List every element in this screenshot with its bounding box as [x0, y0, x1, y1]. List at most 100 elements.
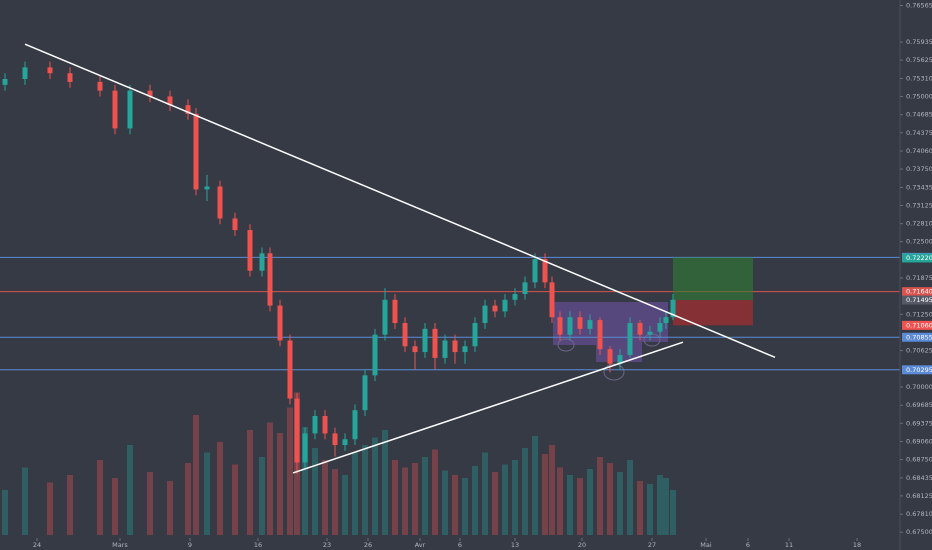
candle-body: [112, 90, 118, 129]
candle-body: [372, 334, 378, 376]
volume-bar: [2, 490, 8, 535]
volume-bar: [147, 472, 153, 535]
y-tick-label: 0.71875: [906, 274, 932, 282]
y-tick-label: 0.74375: [906, 129, 932, 137]
x-tick-label: 6: [458, 541, 462, 549]
volume-bar: [442, 470, 448, 535]
candle-body: [442, 340, 448, 358]
price-tag-box: [902, 332, 932, 342]
volume-bar: [277, 433, 283, 535]
volume-bar: [607, 463, 613, 535]
price-tag: 0.70855: [902, 332, 932, 342]
candle-body: [412, 346, 418, 353]
price-tag-box: [902, 295, 932, 305]
x-tick-label: 11: [785, 541, 793, 549]
x-tick-label: 27: [648, 541, 656, 549]
y-tick-label: 0.69375: [906, 419, 932, 427]
candle-body: [67, 73, 73, 82]
volume-bar: [312, 448, 318, 535]
candle-body: [193, 113, 199, 190]
price-tag: 0.72220: [902, 253, 932, 263]
volume-bar: [112, 478, 118, 535]
price-tag-box: [902, 365, 932, 375]
candle-body: [217, 186, 223, 219]
price-tag-label: 0.70855: [906, 333, 932, 341]
candle-body: [462, 346, 468, 353]
y-tick-label: 0.73750: [906, 165, 932, 173]
candle-body: [294, 398, 300, 463]
volume-bar: [617, 472, 623, 535]
volume-bar: [532, 436, 538, 535]
volume-bar: [577, 478, 583, 535]
volume-bar: [127, 445, 133, 535]
x-tick-label: 26: [364, 541, 372, 549]
volume-bar: [22, 467, 28, 535]
volume-bar: [47, 482, 53, 535]
candle-body: [452, 340, 458, 353]
volume-bar: [452, 475, 458, 535]
candle-body: [342, 439, 348, 446]
volume-bar: [67, 475, 73, 535]
volume-bar: [342, 475, 348, 535]
y-tick-label: 0.74685: [906, 111, 932, 119]
candle-body: [259, 253, 265, 271]
candle-body: [657, 323, 663, 332]
x-tick-label: Avr: [415, 541, 426, 549]
candle-body: [97, 81, 103, 91]
candle-body: [532, 259, 538, 283]
price-tag-label: 0.71495: [906, 296, 932, 304]
price-tag-label: 0.70295: [906, 366, 932, 374]
volume-bar: [422, 457, 428, 535]
volume-bar: [512, 460, 518, 535]
volume-bar: [362, 445, 368, 535]
volume-bar: [352, 452, 358, 535]
candle-body: [607, 349, 613, 364]
candle-body: [382, 299, 388, 335]
candle-body: [147, 90, 153, 97]
x-tick-label: 9: [188, 541, 192, 549]
candle-body: [502, 299, 508, 312]
volume-bar: [232, 464, 238, 535]
y-tick-label: 0.68435: [906, 474, 932, 482]
candle-body: [637, 323, 643, 335]
volume-bar: [567, 475, 573, 535]
price-tag-label: 0.71060: [906, 321, 932, 329]
volume-bar: [462, 478, 468, 535]
candle-body: [47, 67, 53, 74]
trendline: [24, 43, 776, 359]
volume-bar: [657, 475, 663, 535]
volume-bar: [193, 415, 199, 535]
y-tick-label: 0.68750: [906, 456, 932, 464]
candle-body: [512, 293, 518, 300]
volume-bar: [522, 448, 528, 535]
candle-body: [267, 253, 273, 306]
candle-body: [557, 317, 563, 335]
y-tick-label: 0.73435: [906, 183, 932, 191]
candle-body: [204, 186, 210, 190]
volume-bar: [259, 457, 265, 535]
y-tick-label: 0.69060: [906, 438, 932, 446]
candle-body: [402, 323, 408, 347]
candle-body: [277, 305, 283, 341]
volume-bar: [557, 467, 563, 535]
price-tag-box: [902, 287, 932, 297]
price-tag-label: 0.71640: [906, 288, 932, 296]
target-zone: [673, 257, 753, 301]
x-tick-label: 23: [323, 541, 331, 549]
y-tick-label: 0.75310: [906, 74, 932, 82]
y-tick-label: 0.71250: [906, 310, 932, 318]
volume-bar: [402, 467, 408, 535]
volume-bar: [627, 460, 633, 535]
volume-bar: [412, 463, 418, 535]
volume-bar: [663, 478, 669, 535]
x-tick-label: Mars: [112, 541, 128, 549]
volume-bar: [302, 427, 308, 535]
candle-body: [287, 340, 293, 399]
price-tag: 0.70295: [902, 365, 932, 375]
candle-body: [663, 317, 669, 324]
candle-body: [247, 230, 253, 271]
candle-body: [167, 96, 173, 106]
volume-bar: [185, 463, 191, 535]
pattern-circle: [603, 363, 625, 381]
candle-body: [232, 218, 238, 231]
